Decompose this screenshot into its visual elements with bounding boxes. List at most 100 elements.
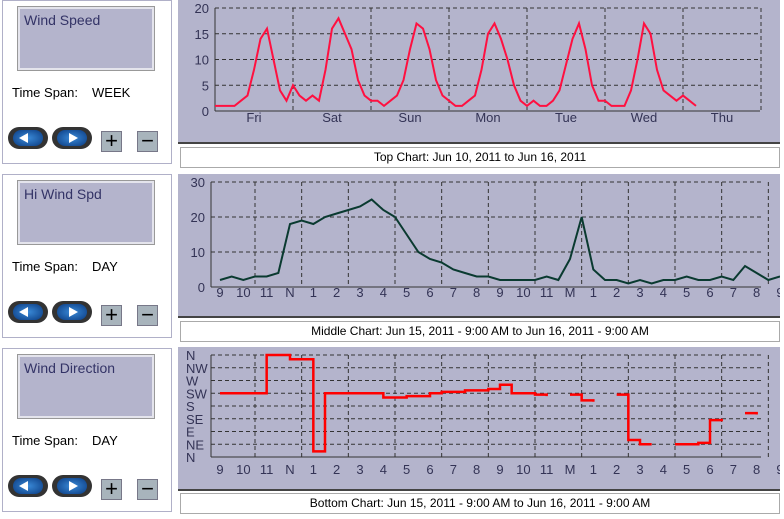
x-tick-label: 6: [706, 285, 713, 300]
x-tick-label: 1: [590, 462, 597, 477]
y-tick-label: 5: [202, 78, 209, 93]
x-tick-label: 8: [473, 462, 480, 477]
chart-title-field[interactable]: Wind Speed: [17, 6, 155, 71]
left-arrow-icon: [13, 478, 43, 494]
control-panel: Wind Speed Time Span: WEEK + −: [2, 0, 172, 164]
x-tick-label: Wed: [631, 110, 658, 125]
next-button[interactable]: [52, 475, 92, 497]
top-chart: 0 5 10 15 20 Fri Sat Sun Mon Tue Wed Thu: [178, 0, 780, 144]
x-tick-label: 3: [636, 462, 643, 477]
data-line: [675, 418, 723, 446]
middle-chart: 010203091011N1234567891011M123456789: [178, 174, 780, 318]
x-tick-label: 5: [683, 285, 690, 300]
y-tick-label: N: [186, 450, 195, 465]
data-line: [219, 198, 780, 285]
chart-title-field[interactable]: Hi Wind Spd: [17, 180, 155, 245]
x-tick-label: 11: [260, 285, 274, 300]
zoom-out-button[interactable]: −: [137, 130, 158, 152]
y-tick-label: 15: [195, 27, 209, 42]
x-tick-label: 10: [516, 462, 530, 477]
x-tick-label: 3: [356, 462, 363, 477]
x-tick-label: 9: [776, 462, 780, 477]
x-tick-label: 9: [496, 462, 503, 477]
bottom-chart-caption: Bottom Chart: Jun 15, 2011 - 9:00 AM to …: [180, 493, 780, 514]
next-button[interactable]: [52, 127, 92, 149]
top-chart-caption: Top Chart: Jun 10, 2011 to Jun 16, 2011: [180, 147, 780, 168]
zoom-in-button[interactable]: +: [101, 130, 122, 152]
next-button[interactable]: [52, 301, 92, 323]
bottom-chart: N NW W SW S SE E NE N 9 10 11 N 1 2 3 4 5 6 7 8 9 10 11 M 1 2 3 4 5 6 7…: [178, 347, 780, 491]
x-tick-label: 2: [613, 285, 620, 300]
y-tick-label: 20: [195, 1, 209, 16]
x-tick-label: 9: [216, 462, 223, 477]
y-tick-label: E: [186, 425, 195, 440]
chart-title-field[interactable]: Wind Direction: [17, 354, 155, 419]
x-tick-label: M: [565, 462, 576, 477]
x-tick-label: 2: [333, 285, 340, 300]
data-line: [745, 411, 758, 415]
x-tick-label: Sat: [322, 110, 342, 125]
x-tick-label: 9: [216, 285, 223, 300]
control-panel: Wind Direction Time Span: DAY + −: [2, 348, 172, 512]
x-tick-label: 5: [683, 462, 690, 477]
x-tick-label: 1: [310, 462, 317, 477]
x-tick-label: 1: [590, 285, 597, 300]
x-tick-label: 2: [613, 462, 620, 477]
x-tick-label: 1: [310, 285, 317, 300]
y-tick-label: N: [186, 348, 195, 363]
previous-button[interactable]: [8, 475, 48, 497]
x-tick-label: 7: [450, 285, 457, 300]
x-tick-label: 3: [636, 285, 643, 300]
x-tick-label: 11: [260, 462, 274, 477]
x-tick-label: 10: [236, 462, 250, 477]
x-tick-label: Fri: [246, 110, 261, 125]
x-tick-label: 4: [380, 462, 387, 477]
zoom-out-button[interactable]: −: [137, 478, 158, 500]
x-tick-label: 10: [516, 285, 530, 300]
x-tick-label: 9: [776, 285, 780, 300]
x-tick-label: 4: [660, 462, 667, 477]
y-tick-label: W: [186, 374, 199, 389]
zoom-in-button[interactable]: +: [101, 304, 122, 326]
time-span: Time Span: DAY: [12, 433, 118, 448]
time-span-label: Time Span:: [12, 433, 78, 448]
time-span: Time Span: DAY: [12, 259, 118, 274]
time-span-value: WEEK: [92, 85, 131, 100]
y-tick-label: NW: [186, 361, 208, 376]
previous-button[interactable]: [8, 301, 48, 323]
y-tick-label: 30: [191, 175, 205, 190]
zoom-in-button[interactable]: +: [101, 478, 122, 500]
y-tick-label: SE: [186, 412, 204, 427]
x-tick-label: 5: [403, 462, 410, 477]
x-tick-label: 11: [540, 285, 554, 300]
time-span-label: Time Span:: [12, 259, 78, 274]
x-tick-label: 9: [496, 285, 503, 300]
y-tick-label: 0: [198, 280, 205, 295]
data-line: [220, 353, 548, 453]
left-arrow-icon: [13, 130, 43, 146]
x-tick-label: 4: [380, 285, 387, 300]
previous-button[interactable]: [8, 127, 48, 149]
right-arrow-icon: [57, 478, 87, 494]
x-tick-label: 8: [753, 285, 760, 300]
x-tick-label: Sun: [398, 110, 421, 125]
x-tick-label: 7: [450, 462, 457, 477]
x-tick-label: 10: [236, 285, 250, 300]
x-tick-label: M: [565, 285, 576, 300]
time-span-label: Time Span:: [12, 85, 78, 100]
left-arrow-icon: [13, 304, 43, 320]
x-tick-label: 7: [730, 462, 737, 477]
x-tick-label: 3: [356, 285, 363, 300]
time-span: Time Span: WEEK: [12, 85, 130, 100]
x-tick-label: 8: [753, 462, 760, 477]
data-line: [215, 16, 697, 108]
x-tick-label: Mon: [475, 110, 500, 125]
right-arrow-icon: [57, 304, 87, 320]
control-panel: Hi Wind Spd Time Span: DAY + −: [2, 174, 172, 338]
right-arrow-icon: [57, 130, 87, 146]
zoom-out-button[interactable]: −: [137, 304, 158, 326]
x-tick-label: 5: [403, 285, 410, 300]
time-span-value: DAY: [92, 259, 118, 274]
y-tick-label: S: [186, 399, 195, 414]
x-tick-label: Thu: [711, 110, 733, 125]
